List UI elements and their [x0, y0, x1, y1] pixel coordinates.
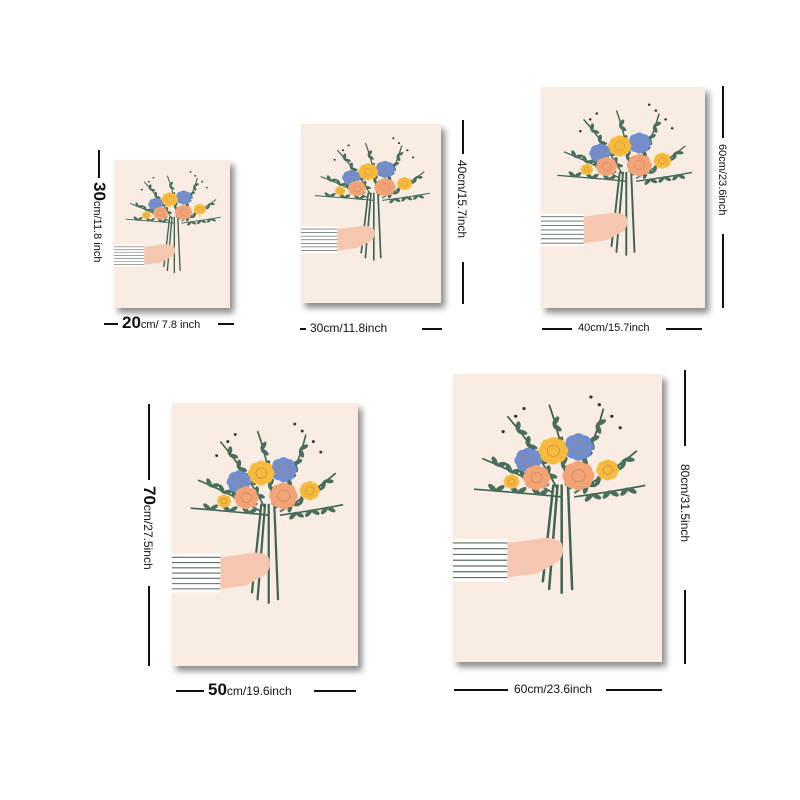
- dimension-line: [462, 120, 464, 154]
- poster-50x70: [172, 403, 358, 666]
- height-dimension-80: 80cm/31.5inch: [676, 370, 698, 664]
- poster-30x40: [301, 124, 441, 303]
- width-dimension-40: 40cm/15.7inch: [542, 320, 702, 336]
- height-cm-value: 70: [140, 486, 159, 505]
- height-dimension-30: 30cm/11.8 inch: [89, 150, 112, 310]
- dimension-line: [314, 690, 356, 692]
- dimension-line: [176, 690, 204, 692]
- dimension-line: [606, 689, 662, 691]
- width-label: 60cm/23.6inch: [514, 682, 593, 696]
- dimension-line: [722, 234, 724, 308]
- width-unit-text: cm/19.6inch: [226, 684, 292, 698]
- width-label: 20cm/ 7.8 inch: [122, 313, 201, 333]
- bouquet-illustration: [301, 137, 430, 261]
- dimension-line: [104, 323, 118, 325]
- dimension-line: [148, 404, 150, 480]
- dimension-line: [98, 150, 100, 178]
- dimension-line: [722, 86, 724, 138]
- height-dimension-40: 40cm/15.7inch: [454, 120, 474, 305]
- height-label: 30cm/11.8 inch: [89, 182, 109, 263]
- height-unit-text: cm/11.8 inch: [91, 200, 103, 263]
- poster-20x30: [114, 160, 230, 308]
- width-dimension-50: 50cm/19.6inch: [176, 680, 358, 699]
- height-dimension-60: 60cm/23.6inch: [714, 86, 734, 308]
- width-unit-text: cm/ 7.8 inch: [140, 319, 201, 331]
- height-label: 40cm/15.7inch: [455, 160, 469, 239]
- width-label: 40cm/15.7inch: [578, 322, 650, 334]
- bouquet-illustration: [114, 171, 221, 274]
- poster-60x80: [453, 374, 662, 662]
- width-label: 30cm/11.8inch: [310, 321, 388, 335]
- width-label: 50cm/19.6inch: [208, 680, 292, 699]
- width-dimension-20: 20cm/ 7.8 inch: [104, 313, 236, 333]
- width-dimension-60: 60cm/23.6inch: [454, 681, 662, 697]
- height-cm-value: 30: [90, 182, 109, 201]
- dimension-line: [218, 323, 234, 325]
- dimension-line: [422, 328, 442, 330]
- dimension-line: [462, 262, 464, 304]
- dimension-line: [542, 328, 572, 330]
- width-cm-value: 50: [208, 680, 227, 699]
- height-label: 60cm/23.6inch: [716, 144, 728, 216]
- bouquet-illustration: [453, 395, 646, 595]
- dimension-line: [454, 689, 508, 691]
- height-label: 70cm/27.5inch: [140, 486, 159, 570]
- height-label: 80cm/31.5inch: [678, 464, 692, 543]
- dimension-line: [666, 328, 702, 330]
- dimension-line: [684, 370, 686, 446]
- bouquet-illustration: [172, 422, 344, 604]
- dimension-line: [148, 586, 150, 666]
- height-dimension-70: 70cm/27.5inch: [140, 404, 162, 666]
- width-dimension-20-right: [218, 315, 236, 331]
- width-cm-value: 20: [122, 313, 141, 332]
- poster-40x60: [541, 87, 705, 308]
- width-dimension-30: 30cm/11.8inch: [300, 320, 445, 336]
- dimension-line: [684, 590, 686, 664]
- bouquet-illustration: [541, 103, 693, 256]
- dimension-line: [300, 328, 306, 330]
- height-unit-text: cm/27.5inch: [141, 504, 155, 570]
